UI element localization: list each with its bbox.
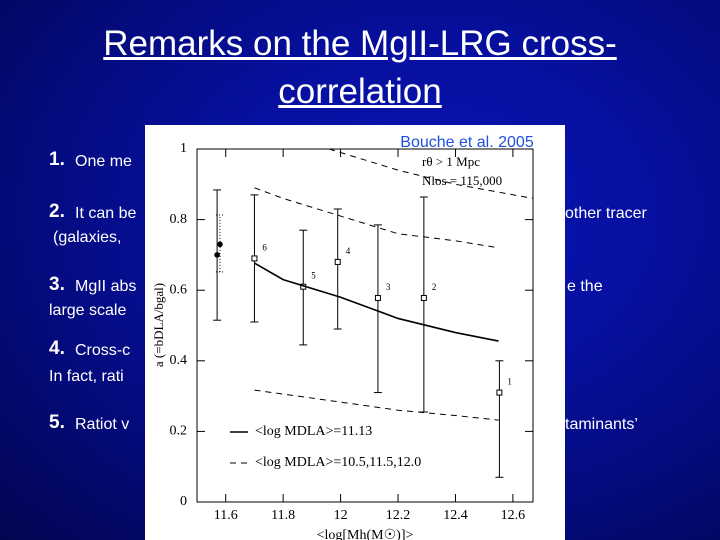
item-text: It can be [75,205,136,222]
point-label: 5 [311,271,316,281]
item-text: MgII abs [75,278,136,295]
item-text: One me [75,153,132,170]
data-point [374,294,381,301]
chart: Bouche et al. 2005 rθ > 1 Mpc Nlos = 115… [145,125,565,540]
point-label: 2 [432,282,437,292]
data-point [251,255,258,262]
item-number: 5. [49,412,65,433]
x-tick-label: 12.6 [501,508,526,523]
item-text: e the [567,278,603,295]
y-axis-label: a (=bDLA/bgal) [151,283,166,367]
item-text: Cross-c [75,342,130,359]
data-point [496,389,503,396]
item-text: large scale [49,302,126,319]
legend-label: <log MDLA>=11.13 [255,424,372,439]
x-axis-label: <log[Mh(M☉)]> [317,528,414,540]
point-label: 6 [262,242,267,252]
item-number: 1. [49,149,65,170]
x-tick-label: 11.8 [271,508,295,523]
data-point [217,241,223,248]
y-tick-label: 0.6 [170,282,188,297]
item-number: 3. [49,274,65,295]
item-text: other tracer [565,205,647,222]
item-text: In fact, rati [49,368,124,385]
plot-frame [196,148,534,503]
note: rθ > 1 Mpc [422,154,480,169]
x-tick-label: 11.6 [214,508,238,523]
note: Nlos = 115,000 [422,173,502,188]
x-tick-label: 12 [334,508,348,523]
x-tick-label: 12.4 [443,508,468,523]
dashed-curve [254,148,534,421]
y-tick-label: 1 [180,141,187,156]
point-label: 4 [346,246,351,256]
item-text: (galaxies, [53,229,121,246]
item-number: 4. [49,338,65,359]
point-label: 3 [386,282,391,292]
point-label: 1 [507,377,512,387]
y-tick-label: 0.8 [170,212,188,227]
item-text: taminants’ [565,416,638,433]
model-curve [254,262,499,342]
x-tick-label: 12.2 [386,508,411,523]
item-number: 2. [49,201,65,222]
item-text: Ratiot v [75,416,129,433]
data-point [214,252,220,258]
y-tick-label: 0 [180,494,187,509]
slide-title: Remarks on the MgII-LRG cross-correlatio… [103,24,617,111]
annotation: Bouche et al. 2005 [400,134,534,151]
y-tick-label: 0.4 [170,353,188,368]
y-tick-label: 0.2 [170,424,188,439]
data-point [334,258,341,265]
data-point [420,294,427,301]
chart-background [145,125,565,540]
legend-label: <log MDLA>=10.5,11.5,12.0 [255,455,421,470]
